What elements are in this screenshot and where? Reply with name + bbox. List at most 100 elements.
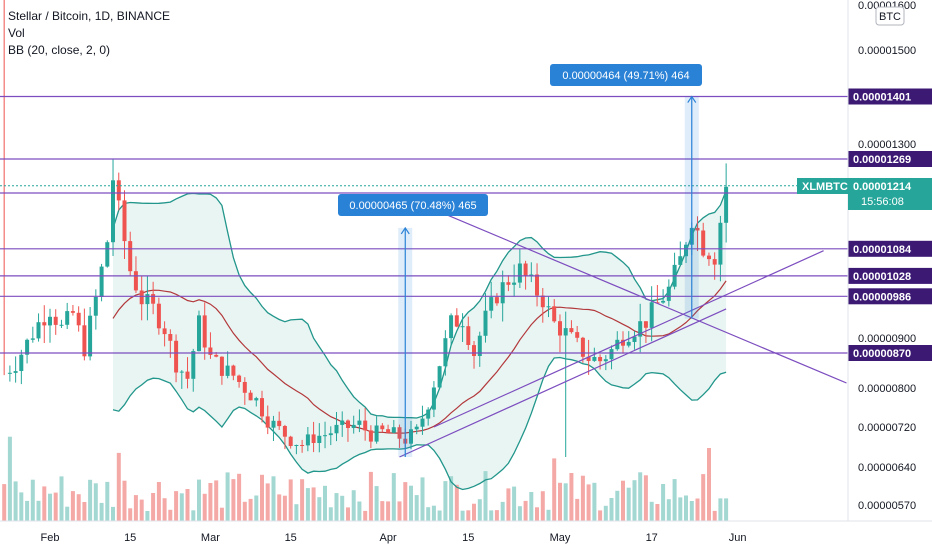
bollinger-fill-area bbox=[113, 190, 727, 490]
time-axis: Feb 15 Mar 15 Apr 15 May 17 Jun bbox=[0, 520, 932, 544]
volume-bar bbox=[202, 493, 207, 521]
candle-body bbox=[661, 300, 666, 303]
volume-bar bbox=[191, 510, 196, 521]
volume-bar bbox=[271, 476, 276, 521]
measurement-arrowhead bbox=[687, 95, 697, 103]
candle-body bbox=[105, 242, 110, 267]
candle-body bbox=[472, 345, 476, 356]
volume-bar bbox=[563, 483, 568, 521]
candle-body bbox=[282, 426, 287, 437]
volume-bar bbox=[426, 507, 431, 521]
symbol-tag-label: XLMBTC bbox=[802, 181, 848, 193]
candle-body bbox=[248, 392, 253, 401]
volume-bar bbox=[219, 507, 224, 521]
volume-bar bbox=[7, 436, 12, 521]
candle-body bbox=[643, 321, 648, 328]
volume-bar bbox=[277, 494, 282, 521]
candle-body bbox=[431, 387, 436, 410]
volume-bar bbox=[59, 476, 64, 521]
volume-bar bbox=[328, 507, 333, 521]
bollinger-basis-line bbox=[112, 280, 727, 434]
volume-bar bbox=[712, 510, 717, 521]
time-tick-label: May bbox=[550, 532, 571, 544]
volume-bar bbox=[701, 474, 706, 521]
candle-body bbox=[357, 420, 362, 425]
level-tag-bg bbox=[848, 240, 932, 257]
candle-body bbox=[145, 294, 150, 305]
measurements: 0.00000465 (70.48%) 465 0.00000464 (49.71… bbox=[338, 64, 702, 457]
volume-bar bbox=[76, 494, 81, 521]
candle-body bbox=[483, 310, 488, 336]
candle-body bbox=[386, 429, 391, 433]
volume-bar bbox=[678, 497, 683, 521]
volume-bar bbox=[133, 495, 138, 521]
level-tag-bg bbox=[848, 267, 932, 284]
volume-bar bbox=[621, 480, 625, 521]
candle-body bbox=[517, 263, 522, 283]
volume-bar bbox=[483, 471, 488, 521]
volume-bar bbox=[300, 479, 305, 521]
candle-body bbox=[88, 315, 93, 357]
volume-bar bbox=[19, 492, 24, 521]
volume-bar bbox=[718, 498, 723, 521]
level-tag-label: 0.00001269 bbox=[853, 154, 911, 166]
volume-bar bbox=[88, 479, 93, 521]
volume-bar bbox=[145, 511, 150, 521]
volume-bar bbox=[25, 500, 30, 521]
volume-bar bbox=[99, 502, 104, 521]
symbol-tag-bg bbox=[797, 178, 848, 194]
level-tag-bg bbox=[848, 288, 932, 305]
volume-bars bbox=[2, 436, 729, 521]
volume-bar bbox=[586, 484, 591, 521]
candle-body bbox=[219, 356, 224, 376]
volume-bar bbox=[632, 480, 637, 521]
candle-body bbox=[254, 398, 259, 401]
candle-body bbox=[397, 427, 402, 439]
candle-body bbox=[122, 200, 127, 242]
candle-body bbox=[414, 426, 419, 430]
chart-title[interactable]: Stellar / Bitcoin, 1D, BINANCE bbox=[8, 9, 171, 23]
volume-bar bbox=[529, 492, 534, 521]
time-tick-label: 15 bbox=[285, 532, 297, 544]
volume-bar bbox=[558, 482, 562, 521]
volume-bar bbox=[151, 493, 156, 521]
candle-body bbox=[374, 425, 379, 442]
candle-body bbox=[603, 359, 608, 362]
candle-body bbox=[695, 227, 700, 231]
candle-body bbox=[300, 445, 305, 446]
volume-bar bbox=[655, 504, 660, 521]
candle-body bbox=[19, 354, 24, 371]
time-tick-label: Apr bbox=[380, 532, 397, 544]
measurement-arrowhead bbox=[400, 226, 410, 235]
level-tag-label: 0.00001084 bbox=[853, 244, 912, 256]
price-tick-label: 0.00000800 bbox=[858, 383, 916, 395]
candle-body bbox=[368, 430, 373, 442]
volume-bar bbox=[626, 487, 631, 521]
candle-body bbox=[409, 429, 413, 444]
candle-body bbox=[724, 186, 729, 223]
candle-body bbox=[678, 256, 683, 265]
volume-bar bbox=[523, 500, 528, 521]
candle-body bbox=[420, 418, 425, 427]
volume-bar bbox=[391, 473, 396, 521]
candle-body bbox=[632, 336, 637, 342]
volume-bar bbox=[265, 483, 270, 521]
volume-bar bbox=[420, 477, 425, 521]
volume-indicator-label[interactable]: Vol bbox=[8, 26, 25, 40]
candle-body bbox=[277, 420, 282, 427]
candle-body bbox=[346, 420, 350, 428]
volume-bar bbox=[179, 493, 184, 521]
candle-body bbox=[638, 321, 643, 337]
candle-body bbox=[25, 339, 30, 355]
descending-trendline bbox=[416, 201, 847, 384]
candle-body bbox=[48, 316, 52, 326]
volume-bar bbox=[643, 475, 648, 521]
volume-bar bbox=[248, 498, 253, 521]
candle-body bbox=[454, 315, 459, 327]
candle-body bbox=[506, 282, 511, 285]
volume-bar bbox=[569, 473, 574, 521]
bollinger-indicator-label[interactable]: BB (20, close, 2, 0) bbox=[8, 43, 111, 57]
candle-body bbox=[569, 328, 574, 333]
volume-bar bbox=[431, 505, 436, 521]
